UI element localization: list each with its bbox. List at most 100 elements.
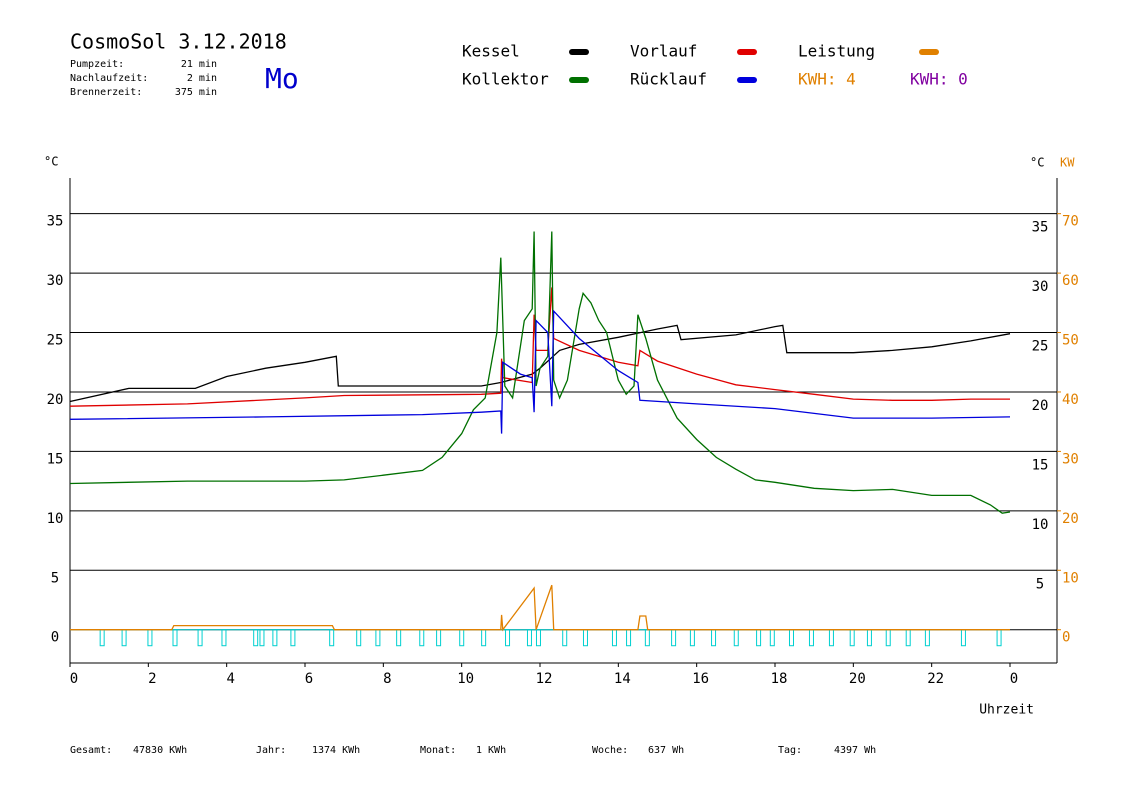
y-tick-label: 15 [47, 451, 64, 467]
pump-pulse [924, 629, 930, 647]
pump-pulse [582, 629, 588, 647]
pump-pulse [769, 629, 775, 647]
pump-pulse [626, 629, 632, 647]
footer-value: 1374 KWh [312, 745, 360, 756]
pump-pulse [689, 629, 695, 647]
y-right-tick-label: 25 [1032, 339, 1049, 355]
y2-tick-label: 10 [1062, 570, 1079, 586]
pump-pulse [644, 629, 650, 647]
series-line [69, 287, 1010, 407]
x-tick-label: 18 [771, 671, 788, 687]
y-unit: °C [44, 155, 58, 169]
x-tick-label: 12 [536, 671, 553, 687]
y2-tick-label: 20 [1062, 511, 1079, 527]
pump-pulse [259, 629, 265, 647]
footer-label: Monat: [420, 745, 456, 756]
y2-tick-label: 40 [1062, 392, 1079, 408]
pump-pulse [419, 629, 425, 647]
pump-pulse [905, 629, 911, 647]
pump-pulse [756, 629, 762, 647]
pump-pulse [481, 629, 487, 647]
annotation: KWH: 4 [798, 70, 856, 89]
pump-pulse [121, 629, 127, 647]
pump-pulse [221, 629, 227, 647]
pump-pulse [436, 629, 442, 647]
x-tick-label: 14 [614, 671, 631, 687]
y2-unit-c: °C [1030, 156, 1044, 170]
x-tick-label: 20 [849, 671, 866, 687]
pump-pulse [290, 629, 296, 647]
pump-pulse [396, 629, 402, 647]
legend-label: Rücklauf [630, 70, 707, 89]
pump-pulse [535, 629, 541, 647]
pump-pulse [733, 629, 739, 647]
pump-pulse [172, 629, 178, 647]
weekday: Mo [265, 62, 299, 95]
x-tick-label: 6 [305, 671, 313, 687]
footer-value: 4397 Wh [834, 745, 876, 756]
y-tick-label: 25 [47, 333, 64, 349]
y-tick-label: 0 [51, 630, 59, 646]
y-right-tick-label: 30 [1032, 279, 1049, 295]
y2-tick-label: 70 [1062, 214, 1079, 230]
x-tick-label: 0 [1010, 671, 1018, 687]
pump-pulse [526, 629, 532, 647]
pump-pulse [828, 629, 834, 647]
pump-pulse [960, 629, 966, 647]
series-line [69, 231, 1011, 514]
pump-pulse [272, 629, 278, 647]
footer-label: Woche: [592, 745, 628, 756]
pump-pulse [849, 629, 855, 647]
y-tick-label: 35 [47, 214, 64, 230]
pump-pulse [356, 629, 362, 647]
pump-pulse [505, 629, 511, 647]
pump-pulse [253, 629, 259, 647]
pump-pulse [147, 629, 153, 647]
y2-unit: KW [1060, 156, 1075, 170]
series-line [69, 324, 1011, 403]
info-label: Brennerzeit: [70, 87, 142, 98]
y-right-tick-label: 15 [1032, 457, 1049, 473]
footer-value: 637 Wh [648, 745, 684, 756]
legend-label: Kessel [462, 42, 520, 61]
footer-value: 47830 KWh [133, 745, 187, 756]
footer-label: Tag: [778, 745, 802, 756]
x-tick-label: 10 [457, 671, 474, 687]
x-tick-label: 4 [226, 671, 234, 687]
y-right-tick-label: 20 [1032, 398, 1049, 414]
pump-pulse [611, 629, 617, 647]
info-label: Pumpzeit: [70, 59, 124, 70]
pump-pulse [197, 629, 203, 647]
x-tick-label: 2 [148, 671, 156, 687]
legend-label: Kollektor [462, 70, 549, 89]
pump-pulse [562, 629, 568, 647]
footer-value: 1 KWh [476, 745, 506, 756]
series-line [69, 309, 1011, 434]
y-right-tick-label: 10 [1032, 517, 1049, 533]
info-value: 21 min [181, 59, 217, 70]
info-value: 375 min [175, 87, 217, 98]
x-tick-label: 22 [927, 671, 944, 687]
x-tick-label: 16 [692, 671, 709, 687]
legend-label: Vorlauf [630, 42, 697, 61]
legend-label: Leistung [798, 42, 875, 61]
y2-tick-label: 50 [1062, 333, 1079, 349]
pump-pulse [996, 629, 1002, 647]
pump-pulse [866, 629, 872, 647]
info-label: Nachlaufzeit: [70, 73, 148, 84]
y-tick-label: 30 [47, 273, 64, 289]
pump-pulse [671, 629, 677, 647]
chart-title: CosmoSol 3.12.2018 [70, 30, 287, 54]
info-value: 2 min [187, 73, 217, 84]
y2-tick-label: 0 [1062, 630, 1070, 646]
y-tick-label: 20 [47, 392, 64, 408]
pump-pulse [885, 629, 891, 647]
y2-tick-label: 60 [1062, 273, 1079, 289]
pump-pulse [459, 629, 465, 647]
footer-label: Gesamt: [70, 745, 112, 756]
y-tick-label: 10 [47, 511, 64, 527]
y-right-tick-label: 5 [1036, 576, 1044, 592]
x-axis-label: Uhrzeit [979, 703, 1034, 718]
series-line [70, 584, 1010, 632]
